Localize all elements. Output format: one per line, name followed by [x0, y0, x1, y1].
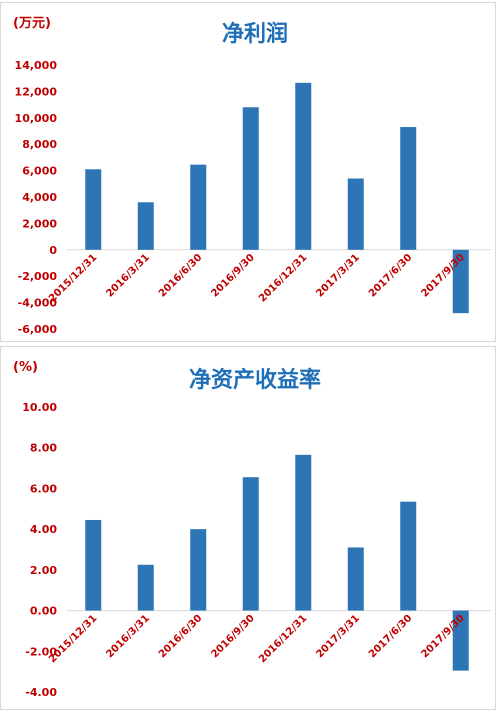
x-tick-label: 2017/6/30 [367, 613, 414, 660]
y-tick-label: 14,000 [15, 59, 58, 72]
chart-title: 净资产收益率 [189, 367, 321, 393]
y-tick-label: 8.00 [30, 442, 57, 455]
y-tick-label: -4,000 [18, 297, 58, 310]
net-profit-chart-panel: (万元) 净利润 14,000 12,000 10,000 8,000 6,000 4,0… [0, 2, 496, 342]
bar [137, 202, 154, 250]
y-tick-label: 10.00 [22, 401, 57, 414]
bar [85, 169, 102, 250]
roe-chart: (%) 净资产收益率 10.00 8.00 6.00 4.00 2.00 0.00 -2.0… [13, 360, 491, 699]
chart-title: 净利润 [222, 21, 288, 47]
x-tick-label: 2016/3/31 [104, 613, 151, 660]
y-tick-label: 4.00 [30, 523, 57, 536]
plot-area: 14,000 12,000 10,000 8,000 6,000 4,000 2,000 0 -… [15, 59, 491, 336]
y-tick-label: 0.00 [30, 605, 57, 618]
x-tick-label: 2017/3/31 [314, 613, 361, 660]
bar [452, 249, 469, 314]
bar [347, 547, 364, 611]
y-tick-label: 2.00 [30, 564, 57, 577]
y-tick-label: 2,000 [22, 217, 57, 230]
plot-area: 10.00 8.00 6.00 4.00 2.00 0.00 -2.00 -4.00 2015/… [22, 401, 491, 699]
y-tick-label: -6,000 [18, 323, 58, 336]
bar [190, 164, 207, 250]
bar [242, 107, 259, 250]
bar [190, 529, 207, 611]
roe-chart-panel: (%) 净资产收益率 10.00 8.00 6.00 4.00 2.00 0.00 -2.0… [0, 346, 496, 710]
x-tick-label: 2016/9/30 [209, 252, 256, 299]
y-tick-label: 0 [49, 244, 57, 257]
y-tick-label: -2.00 [25, 645, 57, 658]
x-tick-label: 2016/6/30 [157, 252, 204, 299]
y-tick-label: 6.00 [30, 482, 57, 495]
bar [295, 454, 312, 611]
y-tick-label: 8,000 [22, 138, 57, 151]
bar [347, 178, 364, 250]
y-tick-label: -4.00 [25, 686, 57, 699]
y-tick-label: 12,000 [15, 85, 58, 98]
x-tick-label: 2016/9/30 [209, 613, 256, 660]
x-tick-label: 2016/12/31 [257, 613, 309, 665]
x-tick-label: 2015/12/31 [47, 613, 99, 665]
y-tick-label: 4,000 [22, 191, 57, 204]
bar [137, 564, 154, 611]
x-tick-label: 2016/12/31 [257, 252, 309, 304]
x-tick-label: 2017/3/31 [314, 252, 361, 299]
bar [400, 127, 417, 250]
y-tick-label: 6,000 [22, 165, 57, 178]
bar [85, 519, 102, 611]
x-tick-label: 2016/3/31 [104, 252, 151, 299]
unit-label: (%) [13, 360, 38, 375]
net-profit-chart: (万元) 净利润 14,000 12,000 10,000 8,000 6,000 4,0… [13, 16, 491, 336]
y-tick-label: 10,000 [15, 112, 58, 125]
x-tick-label: 2016/6/30 [157, 613, 204, 660]
x-tick-label: 2017/6/30 [367, 252, 414, 299]
bar [242, 477, 259, 611]
bar [452, 610, 469, 671]
bar [295, 82, 312, 250]
bar [400, 501, 417, 611]
y-tick-label: -2,000 [18, 270, 58, 283]
unit-label: (万元) [13, 16, 51, 31]
